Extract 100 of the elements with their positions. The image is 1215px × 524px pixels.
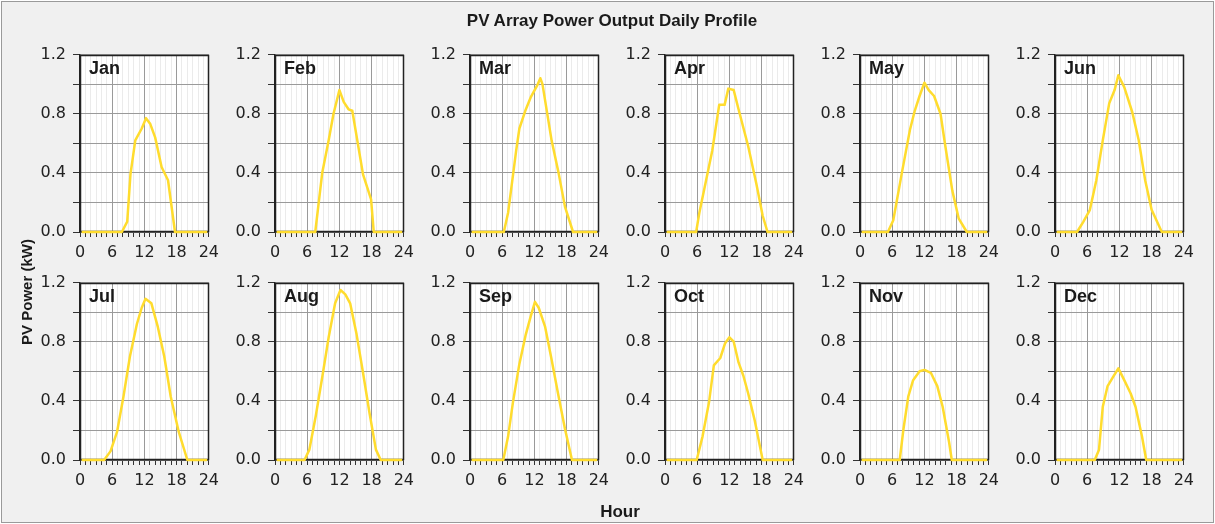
x-tick-label: 6 <box>107 469 118 489</box>
x-tick-label: 24 <box>978 241 999 261</box>
x-tick-label: 18 <box>556 469 577 489</box>
y-tick-label: 1.2 <box>235 43 261 63</box>
y-tick-label: 1.2 <box>820 43 846 63</box>
x-tick-label: 18 <box>166 241 187 261</box>
chart-title: Aug <box>284 285 319 306</box>
chart-title: Oct <box>674 285 705 306</box>
x-tick-label: 12 <box>524 469 545 489</box>
x-tick-label: 0 <box>659 241 671 261</box>
x-tick-label: 0 <box>269 241 281 261</box>
x-tick-label: 24 <box>198 241 219 261</box>
x-tick-label: 6 <box>302 469 313 489</box>
x-tick-label: 24 <box>978 469 999 489</box>
y-tick-label: 0.8 <box>820 102 846 122</box>
x-tick-label: 12 <box>719 469 740 489</box>
x-tick-label: 24 <box>1173 241 1194 261</box>
chart-title: Apr <box>674 57 705 78</box>
y-tick-label: 0.4 <box>40 162 66 182</box>
y-tick-label: 1.2 <box>820 271 846 291</box>
y-tick-label: 1.2 <box>40 43 66 63</box>
chart-title: Mar <box>479 57 512 78</box>
x-tick-label: 12 <box>914 241 935 261</box>
y-tick-label: 0.0 <box>430 449 456 469</box>
x-tick-label: 0 <box>464 469 476 489</box>
x-tick-label: 12 <box>524 241 545 261</box>
x-tick-label: 18 <box>946 241 967 261</box>
x-tick-label: 0 <box>854 241 866 261</box>
x-tick-label: 12 <box>914 469 935 489</box>
x-tick-label: 24 <box>783 241 804 261</box>
x-tick-label: 0 <box>74 241 86 261</box>
x-tick-label: 0 <box>1049 241 1061 261</box>
chart-title: May <box>869 57 905 78</box>
x-tick-label: 18 <box>1141 241 1162 261</box>
chart-title: Jun <box>1064 57 1097 78</box>
y-tick-label: 0.0 <box>1015 449 1041 469</box>
y-tick-label: 1.2 <box>430 43 456 63</box>
y-tick-label: 0.8 <box>1015 102 1041 122</box>
x-tick-label: 18 <box>361 469 382 489</box>
y-tick-label: 1.2 <box>1015 43 1041 63</box>
y-tick-label: 0.8 <box>235 330 261 350</box>
y-tick-label: 0.4 <box>1015 162 1041 182</box>
chart-title: Nov <box>869 285 904 306</box>
x-tick-label: 6 <box>1082 469 1093 489</box>
x-tick-label: 6 <box>887 241 898 261</box>
y-tick-label: 0.4 <box>235 390 261 410</box>
y-tick-label: 0.8 <box>430 330 456 350</box>
y-tick-label: 0.8 <box>625 102 651 122</box>
x-tick-label: 0 <box>464 241 476 261</box>
text: PV Power (kW) <box>17 239 36 345</box>
x-tick-label: 24 <box>198 469 219 489</box>
y-tick-label: 0.0 <box>625 221 651 241</box>
y-tick-label: 0.8 <box>235 102 261 122</box>
x-tick-label: 18 <box>556 241 577 261</box>
x-tick-label: 18 <box>946 469 967 489</box>
x-tick-label: 12 <box>1109 241 1130 261</box>
y-tick-label: 0.0 <box>820 221 846 241</box>
x-tick-label: 12 <box>134 241 155 261</box>
y-tick-label: 0.4 <box>820 390 846 410</box>
chart-title: Feb <box>284 57 317 78</box>
x-tick-label: 0 <box>74 469 86 489</box>
y-tick-label: 0.4 <box>235 162 261 182</box>
y-tick-label: 1.2 <box>625 43 651 63</box>
y-tick-label: 0.4 <box>40 390 66 410</box>
text: PV Array Power Output Daily Profile <box>466 11 758 31</box>
chart-title: Sep <box>479 285 513 306</box>
x-tick-label: 0 <box>269 469 281 489</box>
y-tick-label: 1.2 <box>40 271 66 291</box>
x-tick-label: 6 <box>692 241 703 261</box>
y-tick-label: 0.8 <box>625 330 651 350</box>
y-tick-label: 0.0 <box>430 221 456 241</box>
x-tick-label: 6 <box>692 469 703 489</box>
x-tick-label: 12 <box>1109 469 1130 489</box>
x-tick-label: 6 <box>302 241 313 261</box>
y-tick-label: 0.0 <box>820 449 846 469</box>
x-tick-label: 18 <box>166 469 187 489</box>
x-tick-label: 6 <box>107 241 118 261</box>
y-tick-label: 0.0 <box>625 449 651 469</box>
x-tick-label: 6 <box>497 469 508 489</box>
x-tick-label: 0 <box>659 469 671 489</box>
x-tick-label: 6 <box>497 241 508 261</box>
y-tick-label: 0.4 <box>625 162 651 182</box>
x-tick-label: 24 <box>588 241 609 261</box>
text: Hour <box>600 502 640 522</box>
x-tick-label: 12 <box>134 469 155 489</box>
y-tick-label: 0.4 <box>1015 390 1041 410</box>
y-tick-label: 0.8 <box>820 330 846 350</box>
x-tick-label: 24 <box>588 469 609 489</box>
x-tick-label: 18 <box>751 469 772 489</box>
y-tick-label: 1.2 <box>235 271 261 291</box>
x-tick-label: 18 <box>1141 469 1162 489</box>
x-tick-label: 18 <box>361 241 382 261</box>
y-tick-label: 0.4 <box>820 162 846 182</box>
x-tick-label: 6 <box>1082 241 1093 261</box>
x-tick-label: 24 <box>1173 469 1194 489</box>
x-tick-label: 24 <box>393 469 414 489</box>
x-tick-label: 12 <box>719 241 740 261</box>
y-tick-label: 0.8 <box>430 102 456 122</box>
y-tick-label: 0.8 <box>40 102 66 122</box>
y-tick-label: 0.0 <box>235 449 261 469</box>
